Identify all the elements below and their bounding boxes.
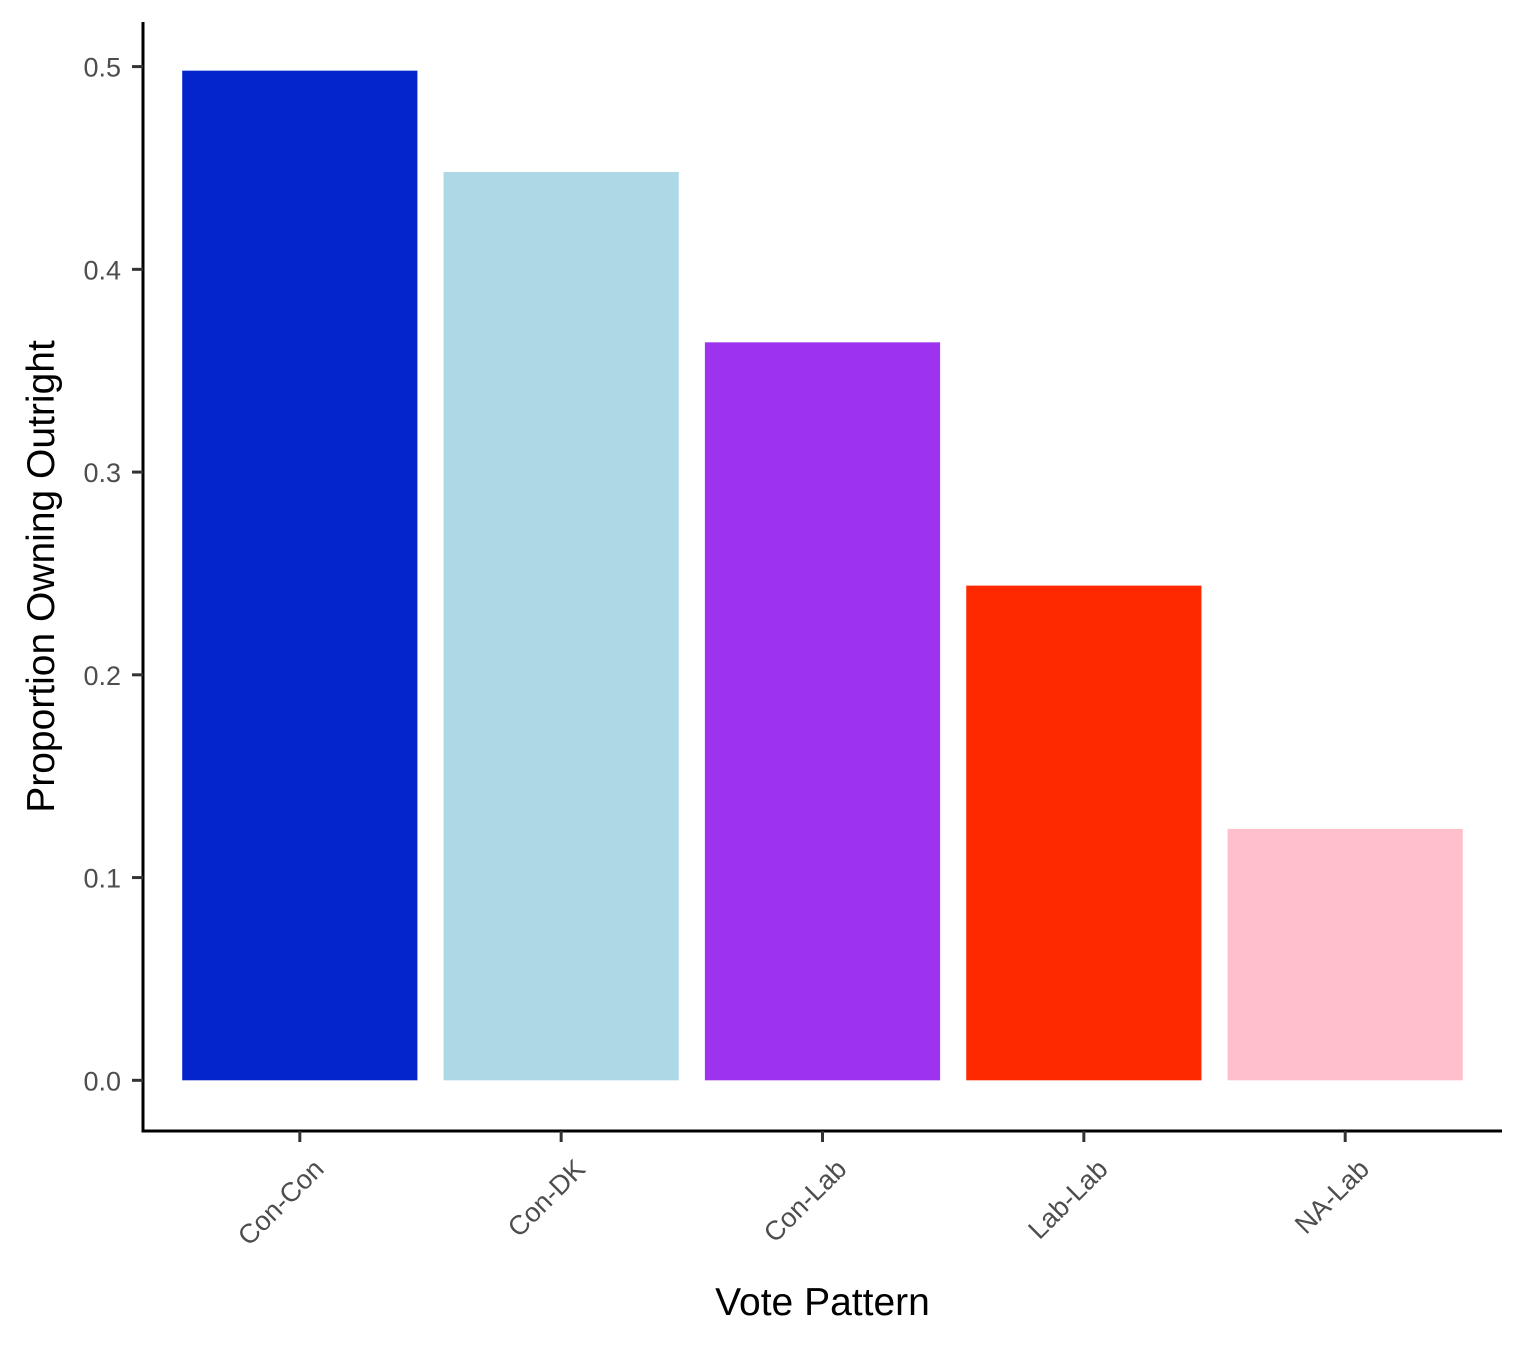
bar-con-lab	[704, 342, 941, 1081]
y-tick-label: 0.0	[83, 1066, 121, 1096]
x-tick-label: Con-Con	[232, 1154, 330, 1252]
y-tick-label: 0.1	[83, 864, 121, 894]
y-axis-ticks: 0.0 0.1 0.2 0.3 0.4 0.5	[83, 53, 143, 1096]
x-axis-ticks: Con-Con Con-DK Con-Lab Lab-Lab NA-Lab	[232, 1131, 1375, 1251]
x-tick-label: Con-DK	[502, 1154, 591, 1243]
y-axis-title: Proportion Owning Outright	[20, 340, 63, 813]
bar-con-con	[182, 70, 418, 1081]
y-tick-label: 0.5	[83, 53, 121, 83]
bars-layer	[182, 70, 1463, 1081]
y-tick-label: 0.3	[83, 458, 121, 488]
bar-na-lab	[1227, 828, 1463, 1081]
bar-lab-lab	[966, 585, 1202, 1081]
y-tick-label: 0.2	[83, 661, 121, 691]
x-tick-label: Lab-Lab	[1022, 1154, 1113, 1245]
y-tick-label: 0.4	[83, 255, 121, 285]
x-axis-title: Vote Pattern	[715, 1281, 930, 1324]
bar-con-dk	[443, 172, 679, 1081]
x-tick-label: Con-Lab	[758, 1154, 852, 1248]
x-tick-label: NA-Lab	[1289, 1154, 1375, 1240]
